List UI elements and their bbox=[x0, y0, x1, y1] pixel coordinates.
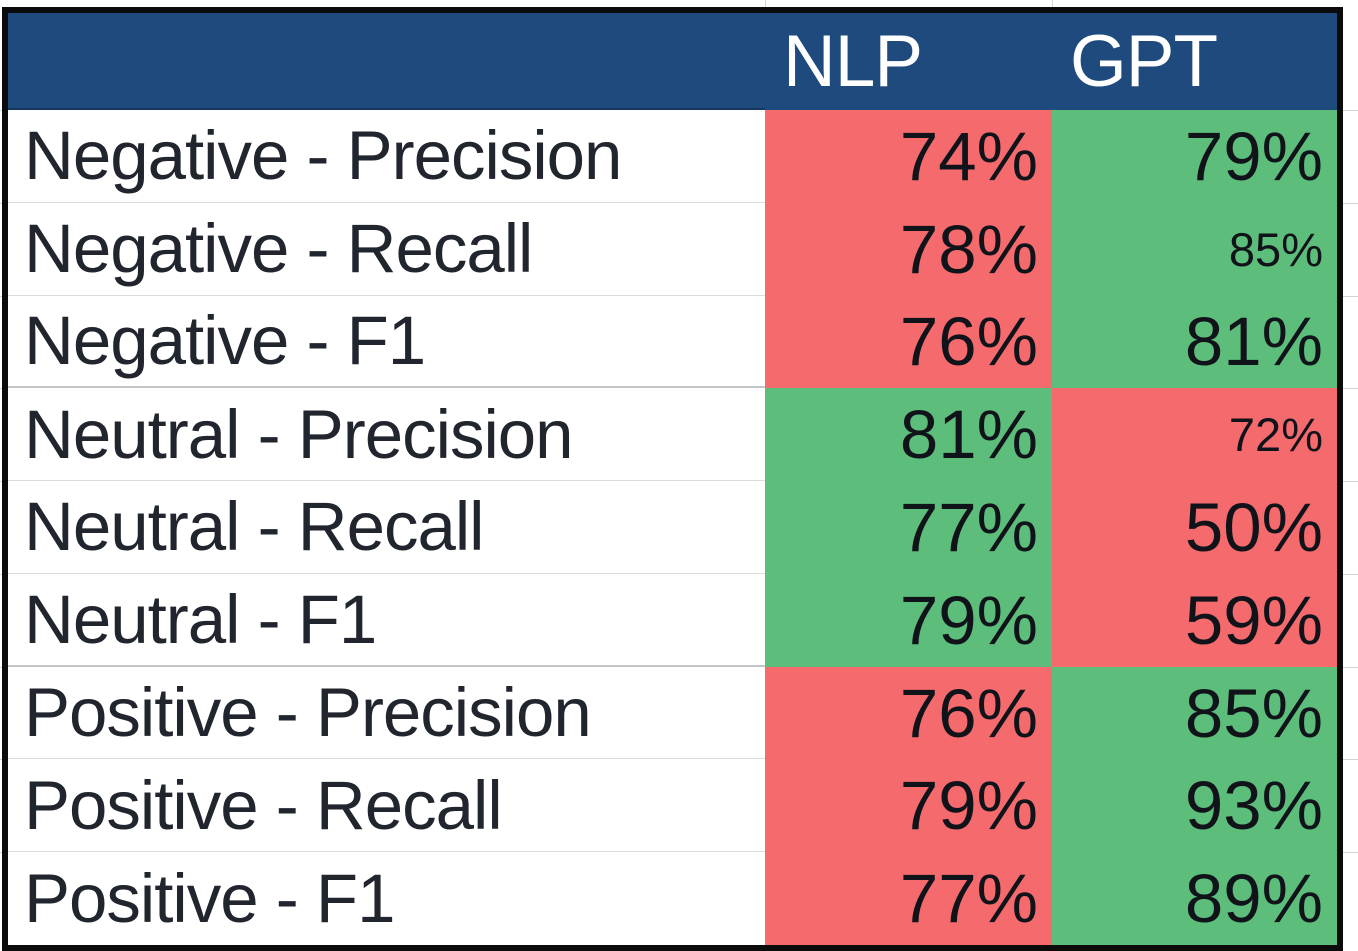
row-label: Negative - Recall bbox=[24, 210, 533, 288]
row-label: Neutral - Recall bbox=[24, 488, 484, 566]
gridline-tick bbox=[1343, 481, 1358, 482]
gridline-tick bbox=[1343, 574, 1358, 575]
metric-cell-nlp[interactable]: 78% bbox=[765, 202, 1052, 296]
header-empty-cell[interactable] bbox=[8, 13, 765, 110]
gridline-tick bbox=[0, 296, 2, 297]
metric-cell-gpt[interactable]: 72% bbox=[1052, 388, 1337, 482]
row-label-cell[interactable]: Negative - F1 bbox=[8, 295, 765, 389]
gridline-tick bbox=[1343, 388, 1358, 389]
gridline-tick bbox=[0, 667, 2, 668]
gridline-tick bbox=[1343, 667, 1358, 668]
metric-cell-gpt[interactable]: 59% bbox=[1052, 573, 1337, 667]
row-label-cell[interactable]: Positive - Precision bbox=[8, 666, 765, 760]
metric-cell-nlp[interactable]: 77% bbox=[765, 852, 1052, 945]
gridline-tick bbox=[0, 852, 2, 853]
metric-cell-nlp[interactable]: 79% bbox=[765, 759, 1052, 853]
metric-cell-nlp[interactable]: 76% bbox=[765, 666, 1052, 760]
metric-cell-gpt[interactable]: 85% bbox=[1052, 202, 1337, 296]
gridline-tick bbox=[1343, 852, 1358, 853]
gridline-tick bbox=[0, 759, 2, 760]
gridline-tick bbox=[0, 388, 2, 389]
row-label-cell[interactable]: Neutral - Precision bbox=[8, 388, 765, 482]
metric-cell-gpt[interactable]: 85% bbox=[1052, 666, 1337, 760]
gridline-tick bbox=[1052, 0, 1053, 7]
row-label: Positive - Precision bbox=[24, 674, 592, 752]
row-label: Positive - Recall bbox=[24, 766, 503, 844]
header-col-gpt-label: GPT bbox=[1070, 21, 1218, 102]
metrics-comparison-table: NLP GPT Negative - Precision 74% 79% Neg… bbox=[2, 7, 1343, 951]
gridline-tick bbox=[0, 481, 2, 482]
row-label-cell[interactable]: Negative - Recall bbox=[8, 202, 765, 296]
gridline-tick bbox=[1343, 296, 1358, 297]
row-label-cell[interactable]: Negative - Precision bbox=[8, 110, 765, 203]
metric-cell-gpt[interactable]: 50% bbox=[1052, 481, 1337, 574]
header-col-nlp[interactable]: NLP bbox=[765, 13, 1052, 110]
row-label-cell[interactable]: Positive - F1 bbox=[8, 852, 765, 945]
row-label-cell[interactable]: Neutral - Recall bbox=[8, 481, 765, 574]
row-label: Neutral - Precision bbox=[24, 395, 574, 473]
metric-cell-gpt[interactable]: 89% bbox=[1052, 852, 1337, 945]
gridline-tick bbox=[0, 574, 2, 575]
metric-cell-nlp[interactable]: 79% bbox=[765, 573, 1052, 667]
row-label-cell[interactable]: Positive - Recall bbox=[8, 759, 765, 853]
row-label: Negative - F1 bbox=[24, 302, 426, 380]
gridline-tick bbox=[0, 110, 2, 111]
metric-cell-nlp[interactable]: 81% bbox=[765, 388, 1052, 482]
header-col-gpt[interactable]: GPT bbox=[1052, 13, 1337, 110]
header-col-nlp-label: NLP bbox=[783, 21, 923, 102]
row-label: Neutral - F1 bbox=[24, 580, 377, 658]
gridline-tick bbox=[1343, 759, 1358, 760]
metric-cell-nlp[interactable]: 74% bbox=[765, 110, 1052, 203]
metric-cell-gpt[interactable]: 93% bbox=[1052, 759, 1337, 853]
metric-cell-gpt[interactable]: 81% bbox=[1052, 295, 1337, 389]
metric-cell-gpt[interactable]: 79% bbox=[1052, 110, 1337, 203]
row-label: Negative - Precision bbox=[24, 117, 622, 195]
gridline-tick bbox=[1343, 110, 1358, 111]
row-label-cell[interactable]: Neutral - F1 bbox=[8, 573, 765, 667]
gridline-tick bbox=[765, 0, 766, 7]
gridline-tick bbox=[1343, 203, 1358, 204]
metric-cell-nlp[interactable]: 76% bbox=[765, 295, 1052, 389]
gridline-tick bbox=[0, 203, 2, 204]
metric-cell-nlp[interactable]: 77% bbox=[765, 481, 1052, 574]
row-label: Positive - F1 bbox=[24, 860, 395, 938]
